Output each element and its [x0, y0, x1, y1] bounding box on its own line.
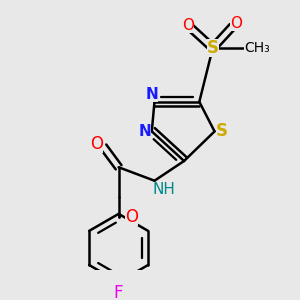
Text: CH₃: CH₃ [244, 41, 270, 55]
Text: S: S [216, 122, 228, 140]
Text: F: F [114, 284, 123, 300]
Text: O: O [230, 16, 242, 31]
Text: S: S [207, 39, 219, 57]
Text: N: N [146, 87, 158, 102]
Text: O: O [125, 208, 138, 226]
Text: O: O [90, 135, 103, 153]
Text: NH: NH [152, 182, 175, 197]
Text: N: N [138, 124, 151, 139]
Text: O: O [182, 18, 194, 33]
